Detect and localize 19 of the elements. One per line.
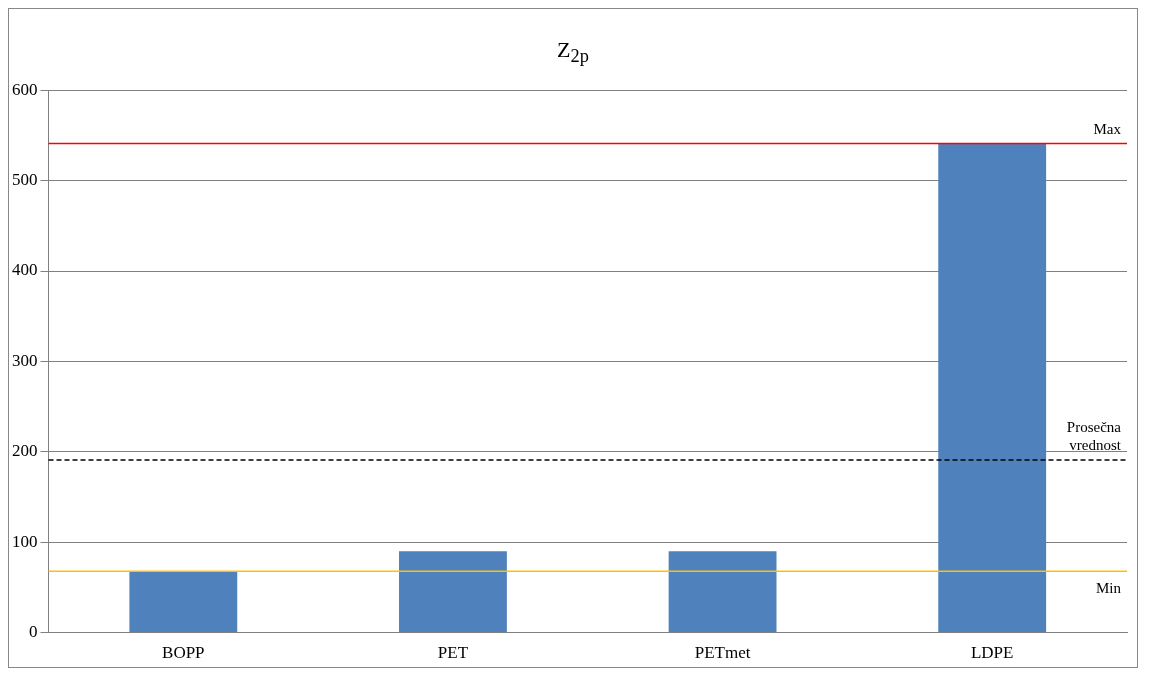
- y-tick-label: 400: [12, 260, 38, 280]
- y-tick-label: 0: [29, 622, 38, 642]
- x-tick-label: LDPE: [970, 643, 1014, 663]
- bar: [938, 143, 1047, 633]
- chart-title: Z$_{2p}$: [556, 36, 590, 69]
- y-tick-label: 500: [12, 170, 38, 190]
- x-tick-label: PETmet: [694, 643, 751, 663]
- ref-line-label: Min: [1095, 579, 1122, 596]
- x-tick-label: BOPP: [162, 643, 205, 663]
- ref-line-label: Max: [1093, 120, 1122, 137]
- bar: [129, 571, 238, 633]
- x-tick-label: PET: [437, 643, 469, 663]
- bar: [668, 551, 777, 633]
- y-tick-label: 100: [12, 531, 38, 551]
- y-tick-label: 300: [12, 350, 38, 370]
- bar: [399, 551, 507, 633]
- y-tick-label: 200: [12, 441, 38, 461]
- y-tick-label: 600: [12, 79, 38, 99]
- ref-line-label: Prosečna vrednost: [1066, 419, 1122, 454]
